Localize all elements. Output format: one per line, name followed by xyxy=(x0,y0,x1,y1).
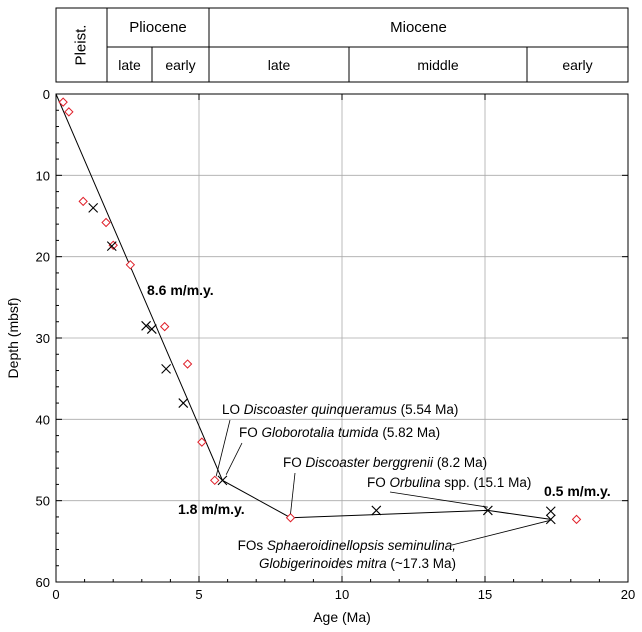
datum-annotation: Globigerinoides mitra (~17.3 Ma) xyxy=(259,556,456,571)
annotation-text-span: Sphaeroidinellopsis seminulina, xyxy=(267,538,456,553)
annotation-text-span: (~17.3 Ma) xyxy=(387,556,456,571)
foraminifer-datum-point xyxy=(146,324,157,334)
nannofossil-datum-point xyxy=(125,260,136,270)
foraminifer-datum-point xyxy=(88,202,99,213)
y-tick-label: 20 xyxy=(36,250,50,265)
foraminifer-datum-point xyxy=(161,364,171,374)
datum-annotation: FOs Sphaeroidinellopsis seminulina, xyxy=(238,538,456,553)
y-tick-label: 40 xyxy=(36,412,50,427)
annotation-text-span: Discoaster quinqueramus xyxy=(244,402,397,417)
foraminifer-datum-point xyxy=(545,514,556,525)
annotation-leader-line xyxy=(215,419,231,477)
sedimentation-rate-label: 0.5 m/m.y. xyxy=(544,483,611,499)
annotation-text-span: (5.54 Ma) xyxy=(397,402,459,417)
annotation-leaders xyxy=(215,419,551,546)
datum-annotation: LO Discoaster quinqueramus (5.54 Ma) xyxy=(222,402,458,417)
sedimentation-rate-label: 8.6 m/m.y. xyxy=(147,282,214,298)
foraminifer-datum-point xyxy=(178,398,189,408)
nannofossil-datum-point xyxy=(78,196,88,207)
datum-annotation: FO Globorotalia tumida (5.82 Ma) xyxy=(239,425,440,440)
x-tick-label: 5 xyxy=(195,587,202,602)
annotation-text-span: LO xyxy=(222,402,244,417)
foraminifer-datum-point xyxy=(371,505,382,516)
subepoch-label: late xyxy=(118,57,141,73)
annotation-text-span: FO xyxy=(283,455,306,470)
geologic-timescale: Pleist. Pliocene Miocene late early late middl… xyxy=(55,7,629,83)
subepoch-label: middle xyxy=(417,57,458,73)
annotation-text-span: (5.82 Ma) xyxy=(379,425,441,440)
annotation-text-span: spp. (15.1 Ma) xyxy=(441,475,532,490)
y-tick-label: 30 xyxy=(36,331,50,346)
annotation-text-span: Globorotalia tumida xyxy=(262,425,380,440)
subepoch-label: late xyxy=(268,57,291,73)
foraminifer-datum-point xyxy=(106,241,117,251)
annotation-text-span: FO xyxy=(239,425,262,440)
nannofossil-datum-point xyxy=(210,475,220,486)
data-points xyxy=(58,97,582,525)
y-tick-label: 0 xyxy=(43,87,50,102)
datum-annotation: FO Discoaster berggrenii (8.2 Ma) xyxy=(283,455,487,470)
x-axis-title: Age (Ma) xyxy=(313,609,371,625)
nannofossil-datum-point xyxy=(285,513,296,523)
grid-lines xyxy=(56,94,628,582)
epoch-label-pleistocene: Pleist. xyxy=(72,25,89,66)
x-tick-label: 15 xyxy=(478,587,492,602)
sedimentation-rate-label: 1.8 m/m.y. xyxy=(178,501,245,517)
foraminifer-datum-point xyxy=(545,506,556,517)
nannofossil-datum-point xyxy=(197,437,207,447)
nannofossil-datum-point xyxy=(64,107,74,117)
annotation-text-span: FO xyxy=(367,475,390,490)
datum-annotation: FO Orbulina spp. (15.1 Ma) xyxy=(367,475,531,490)
annotation-leader-line xyxy=(290,472,296,514)
y-tick-label: 60 xyxy=(36,575,50,590)
annotation-text-span: (8.2 Ma) xyxy=(433,455,487,470)
epoch-label: Miocene xyxy=(390,19,447,36)
timescale-frame xyxy=(55,7,629,83)
subepoch-label: early xyxy=(165,57,195,73)
annotation-leader-line xyxy=(451,519,551,546)
foraminifer-datum-point xyxy=(482,505,493,516)
nannofossil-datum-point xyxy=(182,359,193,369)
annotation-text-span: Discoaster berggrenii xyxy=(306,455,435,470)
y-axis-title: Depth (mbsf) xyxy=(5,298,21,379)
annotation-text-span: FOs xyxy=(238,538,267,553)
annotation-text-span: Globigerinoides mitra xyxy=(259,556,387,571)
plot-axes: 0 5 10 15 20 0 10 20 30 40 50 60 Age (Ma) Depth (mbsf… xyxy=(5,87,635,625)
x-tick-label: 20 xyxy=(621,587,635,602)
annotation-labels: LO Discoaster quinqueramus (5.54 Ma) FO G… xyxy=(147,282,611,571)
foraminifer-datum-point xyxy=(217,475,228,486)
nannofossil-datum-point xyxy=(101,217,111,228)
y-tick-label: 10 xyxy=(36,168,50,183)
x-tick-label: 0 xyxy=(52,587,59,602)
y-tick-label: 50 xyxy=(36,494,50,509)
annotation-text-span: Orbulina xyxy=(390,475,442,490)
foraminifer-datum-point xyxy=(141,320,151,331)
epoch-label: Pliocene xyxy=(129,19,187,36)
nannofossil-datum-point xyxy=(571,514,582,525)
annotation-leader-line xyxy=(225,442,243,475)
x-tick-label: 10 xyxy=(335,587,349,602)
nannofossil-datum-point xyxy=(159,321,170,332)
annotation-leader-line xyxy=(389,491,488,508)
nannofossil-datum-point xyxy=(58,97,68,107)
subepoch-label: early xyxy=(562,57,592,73)
